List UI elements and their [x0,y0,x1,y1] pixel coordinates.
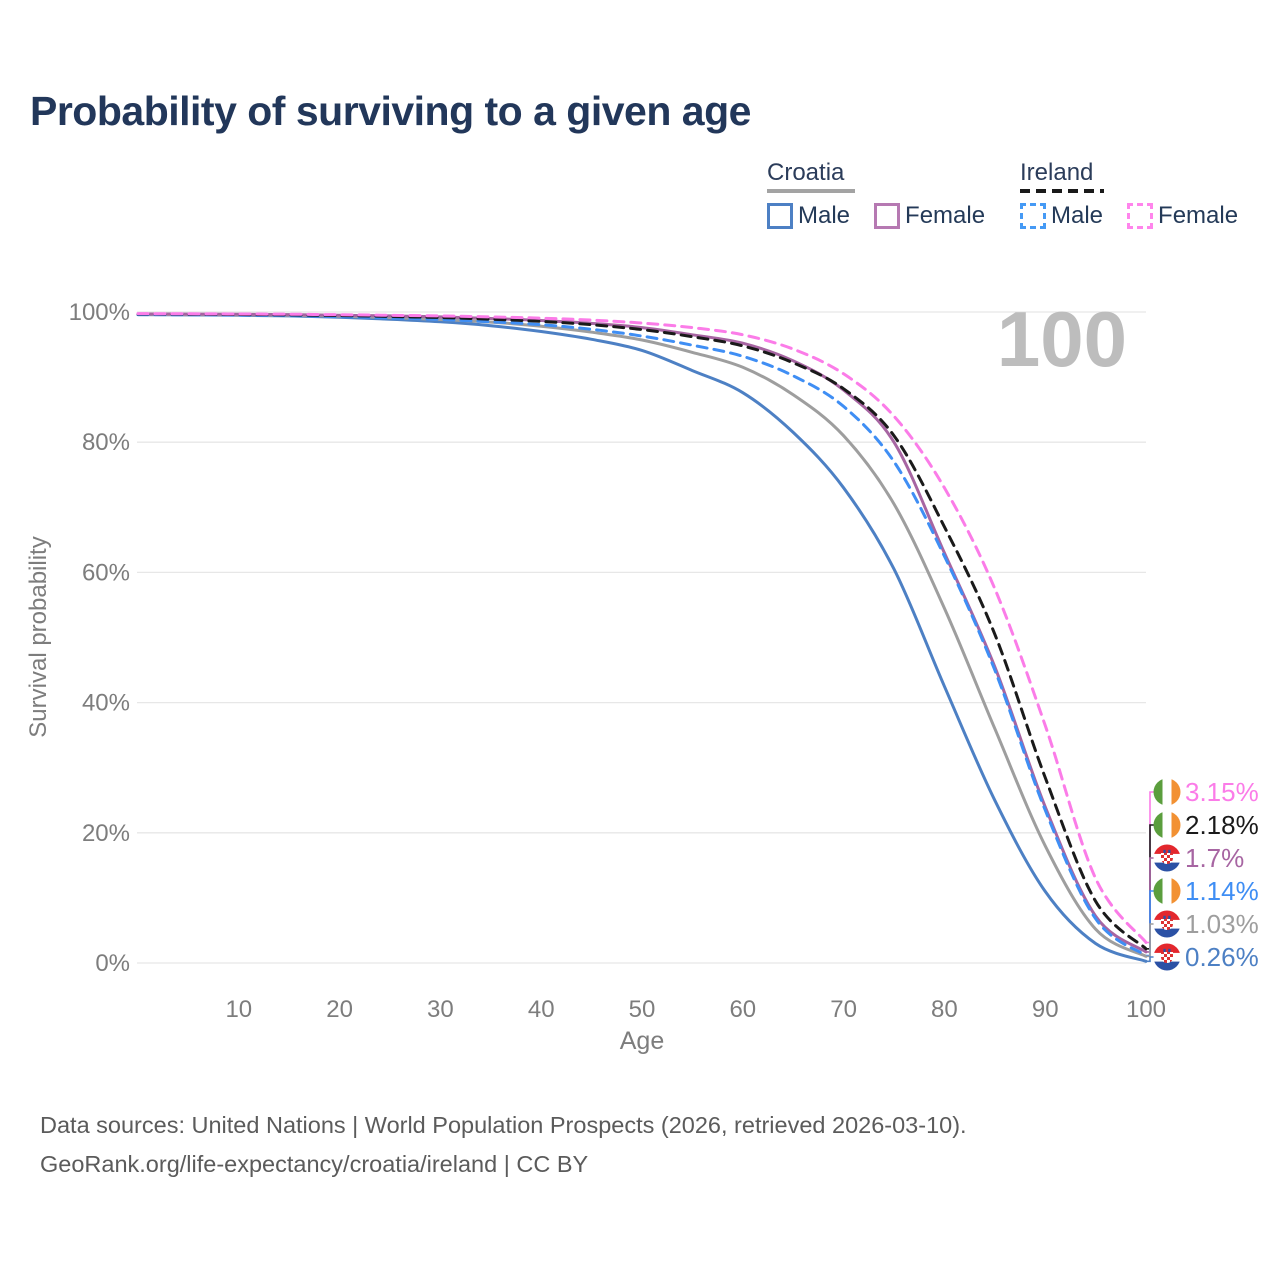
legend-country-croatia[interactable]: Croatia [767,159,845,186]
y-tick-label: 60% [82,559,130,586]
end-label-connector [1146,923,1156,958]
y-axis-title: Survival probability [25,536,52,737]
legend-group-croatia: Croatia Male Female [767,160,985,230]
end-value-label-ireland-male: 1.14% [1185,876,1259,906]
legend-swatch-male [767,203,793,229]
x-tick-label: 80 [931,996,958,1023]
ireland-flag-icon [1153,811,1181,839]
x-tick-label: 60 [729,996,756,1023]
x-tick-label: 70 [830,996,857,1023]
footer-url-line: GeoRank.org/life-expectancy/croatia/irel… [40,1151,589,1177]
x-tick-label: 30 [427,996,454,1023]
x-tick-label: 90 [1032,996,1059,1023]
legend-items-row: Male Female [767,202,985,230]
y-tick-label: 80% [82,429,130,456]
curve-ireland-total [136,312,1148,951]
legend-country-ireland[interactable]: Ireland [1020,159,1094,186]
curve-ireland-male [136,313,1148,958]
x-tick-label: 40 [528,996,555,1023]
croatia-flag-icon [1153,844,1181,872]
end-value-label-croatia-total: 1.03% [1185,909,1259,939]
end-value-label-croatia-male: 0.26% [1185,942,1259,972]
croatia-flag-icon [1153,910,1181,938]
legend-item-ireland-female[interactable]: Female [1127,202,1238,230]
legend-label: Male [798,202,851,229]
solid-line-sample [767,189,855,193]
y-tick-label: 40% [82,690,130,717]
legend-swatch-male [1020,203,1046,229]
legend-item-croatia-female[interactable]: Female [874,202,985,230]
x-tick-label: 20 [326,996,353,1023]
legend-item-croatia-male[interactable]: Male [767,202,850,230]
end-value-label-ireland-female: 3.15% [1185,777,1259,807]
ireland-flag-icon [1153,778,1181,806]
end-label-connector [1146,857,1156,953]
x-axis-title: Age [620,1027,664,1055]
legend-label: Male [1051,202,1104,229]
ireland-flag-icon [1153,877,1181,905]
footer: Data sources: United Nations | World Pop… [40,1106,967,1184]
x-tick-label: 10 [225,996,252,1023]
end-value-label-croatia-female: 1.7% [1185,843,1244,873]
footer-sources-line: Data sources: United Nations | World Pop… [40,1112,967,1138]
legend-item-ireland-male[interactable]: Male [1020,202,1103,230]
legend-swatch-female [874,203,901,229]
y-tick-label: 100% [69,299,130,326]
legend-swatch-female [1127,203,1154,229]
end-value-label-ireland-total: 2.18% [1185,810,1259,840]
curve-ireland-female [136,312,1148,944]
legend-label: Female [905,202,986,229]
page-title: Probability of surviving to a given age [30,88,751,134]
y-tick-label: 0% [95,950,130,977]
x-tick-label: 100 [1126,996,1166,1023]
x-tick-label: 50 [629,996,656,1023]
legend-items-row: Male Female [1020,202,1238,230]
legend-label: Female [1158,202,1239,229]
legend-group-ireland: Ireland Male Female [1020,160,1238,230]
croatia-flag-icon [1153,943,1181,971]
age-watermark: 100 [997,295,1127,383]
end-label-connector [1146,956,1156,963]
y-tick-label: 20% [82,820,130,847]
dashed-line-sample [1020,189,1104,193]
